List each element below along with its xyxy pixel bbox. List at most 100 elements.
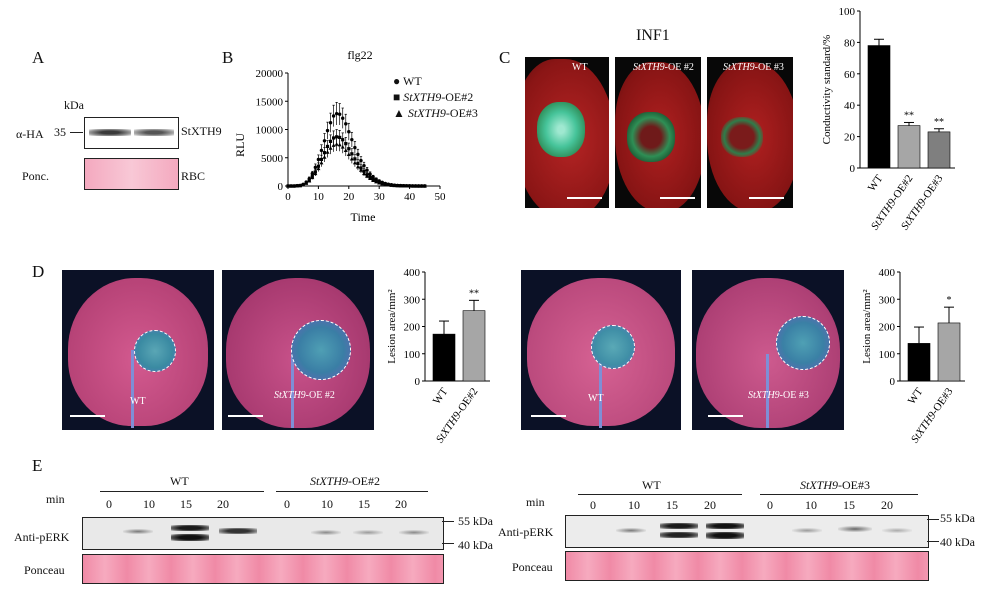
time-label: 20	[881, 498, 893, 512]
y-tick-label: 0	[890, 376, 896, 388]
data-point	[307, 178, 312, 183]
data-point	[389, 183, 394, 187]
data-point	[352, 160, 357, 165]
e-left-ponceau: Ponceau	[24, 563, 65, 577]
e-left-group-oe: StXTH9-OE#2	[310, 474, 381, 488]
data-point	[362, 163, 366, 168]
data-point	[292, 184, 297, 188]
legend-circle-icon: ●	[393, 74, 401, 88]
data-point	[340, 145, 345, 149]
chart-b: flg22 0 10 20 30 40 50 0 5000 10000 15000 20000 Ti…	[233, 48, 446, 224]
data-point	[344, 122, 348, 126]
data-point	[410, 183, 415, 188]
series-triangle	[286, 137, 427, 188]
bar	[432, 333, 456, 382]
data-point	[316, 166, 321, 171]
category-suffix: -OE#3	[929, 385, 956, 416]
data-point	[413, 183, 418, 188]
e-right-marker-55: 55 kDa	[940, 511, 975, 525]
e-right-perk-blot	[565, 515, 929, 548]
scale-bar	[531, 415, 566, 417]
time-label: 15	[666, 498, 678, 512]
lesion-leaf-label-4: StXTH9-OE #3	[748, 390, 809, 401]
ha-blot	[84, 117, 179, 149]
blot-band	[706, 532, 744, 539]
leaf-vein	[131, 350, 134, 428]
y-axis-label: Lesion area/mm²	[386, 289, 398, 364]
data-point	[341, 138, 345, 142]
legend-suffix: -OE#2	[441, 90, 474, 104]
blot-band	[123, 529, 153, 534]
data-point	[310, 175, 315, 180]
scale-bar	[567, 197, 602, 199]
blot-band	[616, 528, 646, 533]
data-point	[359, 158, 363, 163]
time-label: 15	[180, 497, 192, 511]
panel-label-c: C	[499, 48, 511, 67]
data-point	[401, 183, 406, 188]
data-point	[328, 139, 333, 143]
alpha-ha-label: α-HA	[16, 127, 44, 141]
data-point	[383, 182, 388, 187]
y-tick-label: 200	[404, 322, 421, 334]
data-point	[341, 116, 345, 120]
data-point	[322, 139, 327, 143]
data-point	[365, 168, 369, 172]
x-tick-label: WT	[866, 173, 886, 194]
inf1-photo-label-wt: WT	[572, 62, 588, 73]
y-axis-label: Conductivity standard/%	[821, 35, 833, 145]
e-left-ponceau-blot	[82, 554, 444, 584]
blot-band	[660, 523, 698, 529]
scale-bar	[708, 415, 743, 417]
inf1-leaf-photo-oe2	[615, 57, 701, 208]
data-point	[344, 142, 348, 146]
data-point	[325, 128, 330, 133]
blot-band	[353, 530, 383, 535]
y-tick-label: 0	[278, 181, 284, 193]
data-point	[368, 176, 373, 180]
leaf-vein	[291, 354, 294, 428]
e-right-ponceau-blot	[565, 551, 929, 581]
data-point	[316, 157, 321, 162]
lesion-spot	[537, 102, 585, 157]
e-left-marker-55: 55 kDa	[458, 514, 493, 528]
blot-band	[311, 530, 341, 535]
legend-item-wt: ● WT	[393, 73, 478, 89]
inf1-leaf-photo-wt	[525, 57, 609, 208]
blot-band	[171, 534, 209, 541]
y-tick-label: 0	[850, 163, 856, 175]
lesion-circle	[591, 325, 635, 369]
time-label: 20	[217, 497, 229, 511]
y-tick-label: 0	[415, 376, 421, 388]
y-tick-label: 15000	[256, 96, 284, 108]
time-label: 10	[321, 497, 333, 511]
marker-tick	[927, 519, 939, 520]
data-point	[392, 183, 397, 188]
y-tick-label: 20000	[256, 68, 284, 80]
inf1-photo-label-oe3: StXTH9-OE #3	[723, 62, 784, 73]
leaf-vein	[599, 354, 602, 428]
lesion-spot	[627, 112, 675, 162]
data-point	[362, 171, 366, 176]
data-point	[332, 136, 336, 140]
e-right-group-oe: StXTH9-OE#3	[800, 478, 871, 492]
lesion-leaf-label-3: WT	[588, 393, 604, 404]
significance-label: *	[947, 295, 952, 306]
data-point	[338, 135, 342, 140]
y-axis-label: Lesion area/mm²	[861, 289, 873, 364]
data-point	[304, 181, 309, 185]
chart-b-title: flg22	[347, 48, 372, 62]
y-tick-label: 60	[844, 69, 856, 81]
data-point	[313, 171, 318, 176]
rbc-target: RBC	[181, 169, 206, 183]
e-right-group-line	[578, 494, 742, 495]
lesion-circle	[134, 330, 176, 372]
data-point	[355, 164, 360, 169]
data-point	[377, 180, 382, 185]
data-point	[319, 148, 324, 153]
blot-band	[399, 530, 429, 535]
data-point	[365, 174, 370, 178]
